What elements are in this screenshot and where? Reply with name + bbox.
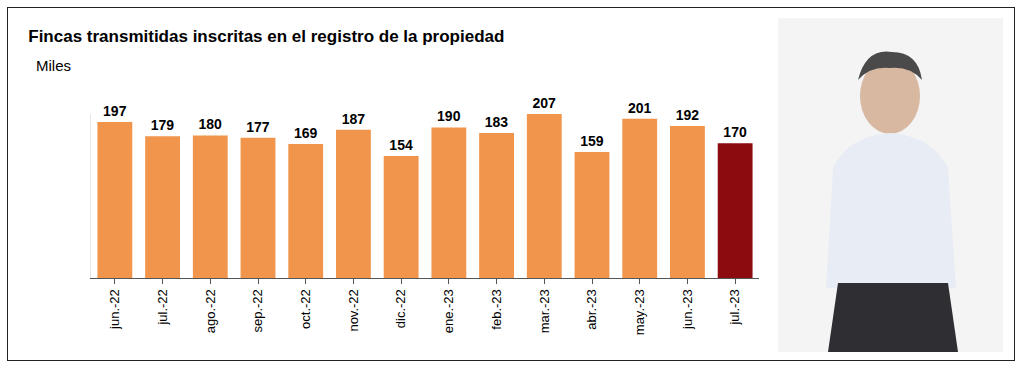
svg-text:201: 201 xyxy=(628,100,652,116)
svg-text:Fincas transmitidas inscritas: Fincas transmitidas inscritas en el regi… xyxy=(28,27,504,46)
svg-text:Miles: Miles xyxy=(36,57,71,74)
svg-text:169: 169 xyxy=(294,125,318,141)
svg-text:183: 183 xyxy=(485,114,509,130)
svg-text:159: 159 xyxy=(580,133,604,149)
svg-text:may.-23: may.-23 xyxy=(632,289,647,335)
svg-text:154: 154 xyxy=(389,137,413,153)
svg-text:180: 180 xyxy=(198,116,222,132)
svg-text:jul.-23: jul.-23 xyxy=(727,289,742,325)
svg-text:207: 207 xyxy=(532,95,556,111)
svg-text:179: 179 xyxy=(151,117,175,133)
svg-text:nov.-22: nov.-22 xyxy=(346,289,361,331)
svg-text:feb.-23: feb.-23 xyxy=(489,289,504,329)
svg-text:jun.-22: jun.-22 xyxy=(107,289,122,330)
svg-text:jun.-23: jun.-23 xyxy=(680,289,695,330)
svg-text:ene.-23: ene.-23 xyxy=(441,289,456,333)
svg-text:190: 190 xyxy=(437,108,461,124)
svg-text:abr.-23: abr.-23 xyxy=(584,289,599,329)
svg-text:192: 192 xyxy=(676,107,700,123)
svg-text:177: 177 xyxy=(246,119,270,135)
svg-text:mar.-23: mar.-23 xyxy=(537,289,552,333)
svg-text:187: 187 xyxy=(342,111,366,127)
svg-text:oct.-22: oct.-22 xyxy=(298,289,313,329)
svg-text:sep.-22: sep.-22 xyxy=(250,289,265,332)
svg-text:197: 197 xyxy=(103,103,127,119)
svg-text:ago.-22: ago.-22 xyxy=(203,289,218,333)
svg-text:170: 170 xyxy=(723,124,747,140)
svg-text:dic.-22: dic.-22 xyxy=(393,289,408,328)
svg-text:jul.-22: jul.-22 xyxy=(155,289,170,325)
